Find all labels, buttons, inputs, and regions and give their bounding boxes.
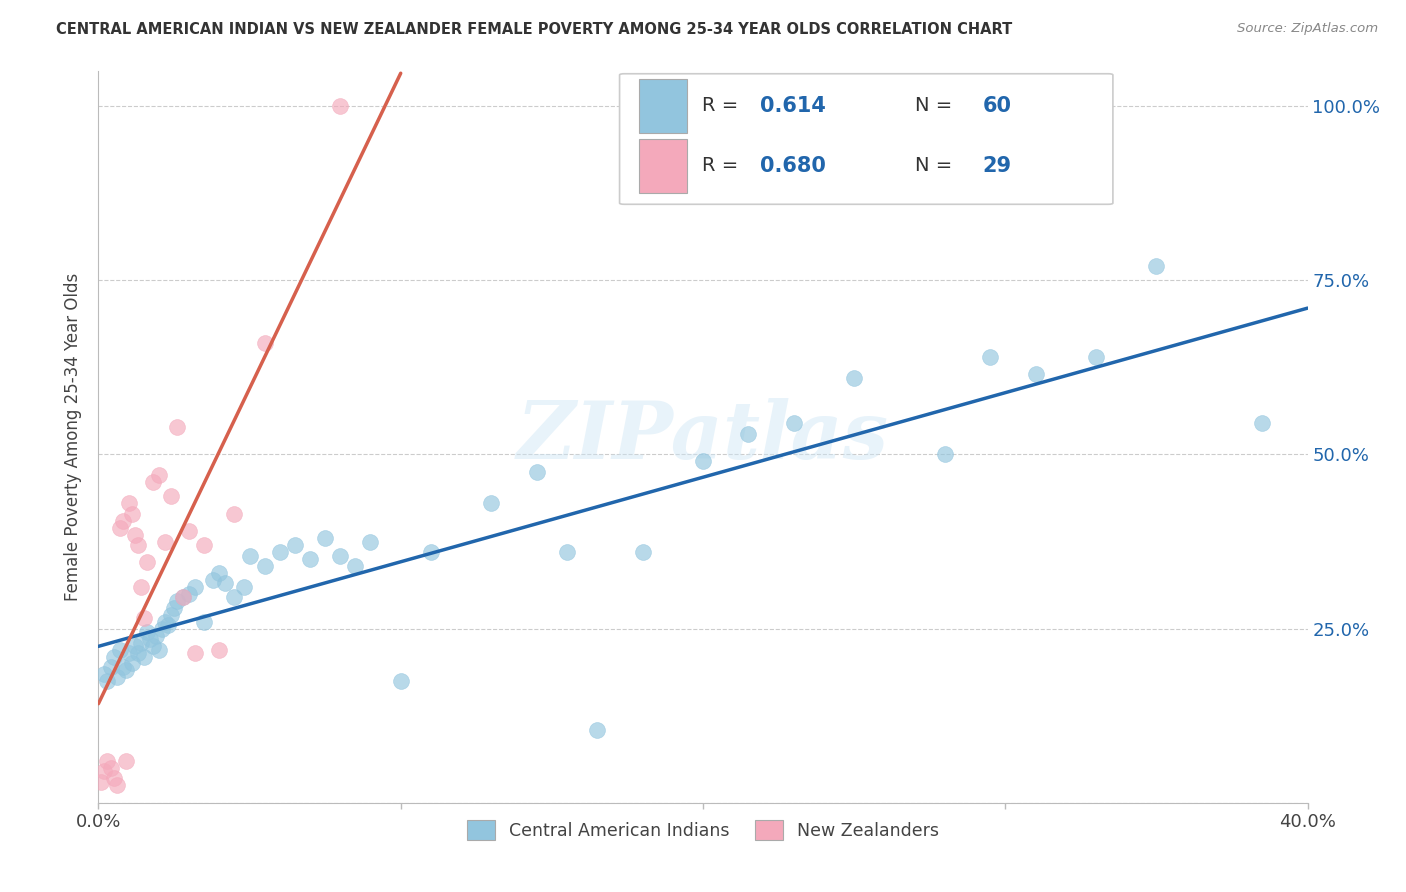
- Point: [163, 600, 186, 615]
- Point: [329, 99, 352, 113]
- Point: [269, 545, 291, 559]
- Point: [100, 660, 122, 674]
- Point: [103, 649, 125, 664]
- Point: [692, 454, 714, 468]
- Point: [121, 657, 143, 671]
- Point: [631, 545, 654, 559]
- Point: [1144, 260, 1167, 274]
- Point: [253, 336, 276, 351]
- Point: [202, 573, 225, 587]
- Point: [737, 426, 759, 441]
- Point: [142, 475, 165, 490]
- Point: [389, 673, 412, 688]
- Point: [179, 524, 201, 538]
- Point: [224, 507, 246, 521]
- Point: [96, 754, 118, 768]
- Point: [166, 419, 188, 434]
- Point: [148, 468, 170, 483]
- Point: [132, 611, 155, 625]
- Point: [160, 607, 183, 622]
- Point: [344, 558, 367, 573]
- Point: [253, 558, 276, 573]
- Point: [153, 534, 176, 549]
- Text: ZIPatlas: ZIPatlas: [517, 399, 889, 475]
- Y-axis label: Female Poverty Among 25-34 Year Olds: Female Poverty Among 25-34 Year Olds: [65, 273, 83, 601]
- Point: [193, 538, 215, 552]
- Point: [844, 371, 866, 385]
- Point: [135, 556, 157, 570]
- Point: [184, 646, 207, 660]
- Point: [103, 772, 125, 786]
- Point: [105, 670, 128, 684]
- Point: [208, 642, 231, 657]
- Point: [299, 552, 322, 566]
- Point: [129, 580, 152, 594]
- Point: [142, 639, 165, 653]
- Point: [156, 618, 179, 632]
- Point: [555, 545, 578, 559]
- Point: [193, 615, 215, 629]
- Point: [1085, 350, 1108, 364]
- Point: [132, 649, 155, 664]
- Point: [224, 591, 246, 605]
- Point: [124, 527, 146, 541]
- Legend: Central American Indians, New Zealanders: Central American Indians, New Zealanders: [458, 812, 948, 849]
- Point: [127, 538, 149, 552]
- Point: [108, 642, 131, 657]
- Point: [979, 350, 1001, 364]
- Point: [214, 576, 236, 591]
- Point: [360, 534, 382, 549]
- Point: [127, 646, 149, 660]
- Point: [314, 531, 336, 545]
- Point: [172, 591, 194, 605]
- Point: [145, 629, 167, 643]
- Point: [783, 416, 806, 430]
- Point: [526, 465, 548, 479]
- Point: [160, 489, 183, 503]
- Point: [90, 775, 112, 789]
- Point: [166, 594, 188, 608]
- Point: [420, 545, 443, 559]
- Point: [114, 754, 136, 768]
- Point: [114, 664, 136, 678]
- Point: [934, 448, 956, 462]
- Point: [329, 549, 352, 563]
- Point: [96, 673, 118, 688]
- Point: [124, 639, 146, 653]
- Point: [284, 538, 307, 552]
- Point: [118, 496, 141, 510]
- Point: [129, 635, 152, 649]
- Point: [121, 507, 143, 521]
- Point: [232, 580, 254, 594]
- Point: [150, 622, 173, 636]
- Point: [139, 632, 162, 646]
- Point: [586, 723, 609, 737]
- Point: [184, 580, 207, 594]
- Point: [239, 549, 262, 563]
- Point: [148, 642, 170, 657]
- Point: [179, 587, 201, 601]
- Point: [1024, 368, 1046, 382]
- Point: [93, 667, 115, 681]
- Text: CENTRAL AMERICAN INDIAN VS NEW ZEALANDER FEMALE POVERTY AMONG 25-34 YEAR OLDS CO: CENTRAL AMERICAN INDIAN VS NEW ZEALANDER…: [56, 22, 1012, 37]
- Point: [108, 521, 131, 535]
- Point: [93, 764, 115, 779]
- Point: [481, 496, 503, 510]
- Point: [111, 660, 134, 674]
- Point: [208, 566, 231, 580]
- Point: [111, 514, 134, 528]
- Point: [1251, 416, 1274, 430]
- Point: [135, 625, 157, 640]
- Text: Source: ZipAtlas.com: Source: ZipAtlas.com: [1237, 22, 1378, 36]
- Point: [118, 646, 141, 660]
- Point: [153, 615, 176, 629]
- Point: [100, 761, 122, 775]
- Point: [172, 591, 194, 605]
- Point: [105, 778, 128, 792]
